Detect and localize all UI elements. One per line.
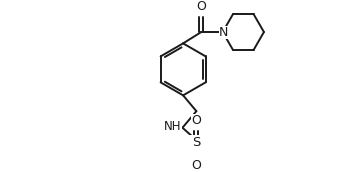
Text: NH: NH: [164, 120, 182, 133]
Text: O: O: [192, 114, 201, 127]
Text: N: N: [219, 25, 228, 39]
Text: O: O: [192, 159, 201, 172]
Text: S: S: [192, 136, 201, 149]
Text: O: O: [196, 0, 206, 13]
